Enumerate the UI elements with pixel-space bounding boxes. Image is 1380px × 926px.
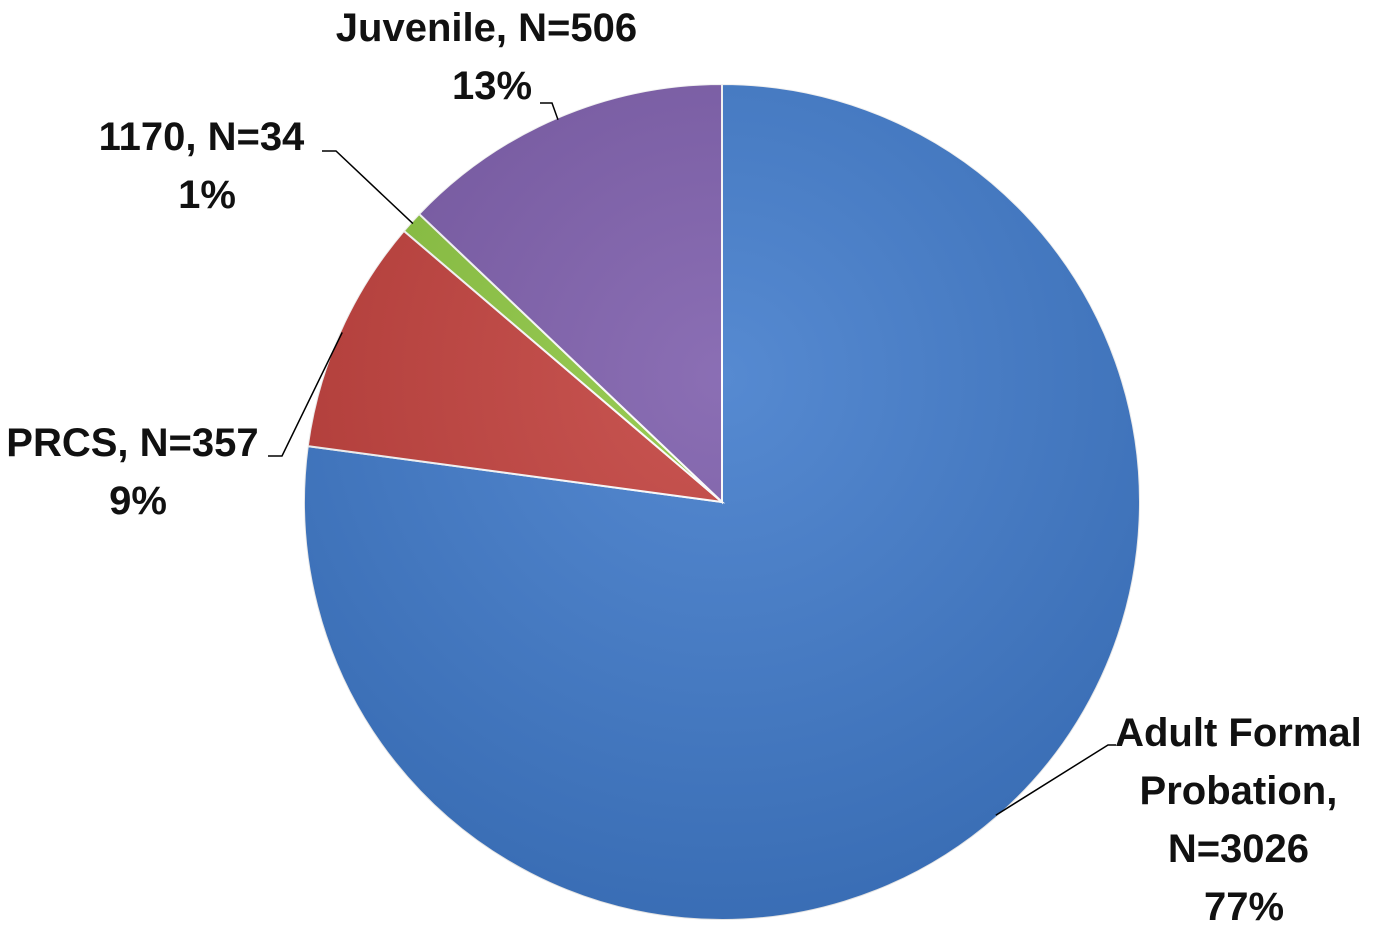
slice-label-1170: 1170, N=34 1% bbox=[99, 115, 316, 217]
leader-lines bbox=[268, 102, 1116, 816]
slice-label-juvenile: Juvenile, N=506 13% bbox=[336, 6, 648, 108]
slice-label-line: 1% bbox=[178, 173, 236, 217]
leader-line-prcs bbox=[268, 332, 343, 457]
slice-label-line: Probation, bbox=[1140, 769, 1338, 813]
slice-label-line: PRCS, N=357 bbox=[6, 421, 258, 465]
leader-line-juvenile bbox=[540, 102, 559, 120]
leader-line-1170 bbox=[322, 150, 414, 225]
slice-label-prcs: PRCS, N=357 9% bbox=[6, 421, 269, 523]
leader-line-adult-formal-probation bbox=[995, 744, 1116, 816]
slice-label-line: 13% bbox=[452, 64, 532, 108]
slice-label-adult-formal-probation: Adult Formal Probation, N=3026 77% bbox=[1115, 711, 1373, 926]
slice-label-line: 9% bbox=[109, 479, 167, 523]
slice-label-line: Juvenile, N=506 bbox=[336, 6, 637, 50]
slice-label-line: N=3026 bbox=[1168, 827, 1309, 871]
slice-label-line: 1170, N=34 bbox=[99, 115, 305, 159]
slice-label-line: Adult Formal bbox=[1115, 711, 1362, 755]
slice-label-line: 77% bbox=[1204, 885, 1284, 926]
pie-slices bbox=[303, 82, 1141, 921]
